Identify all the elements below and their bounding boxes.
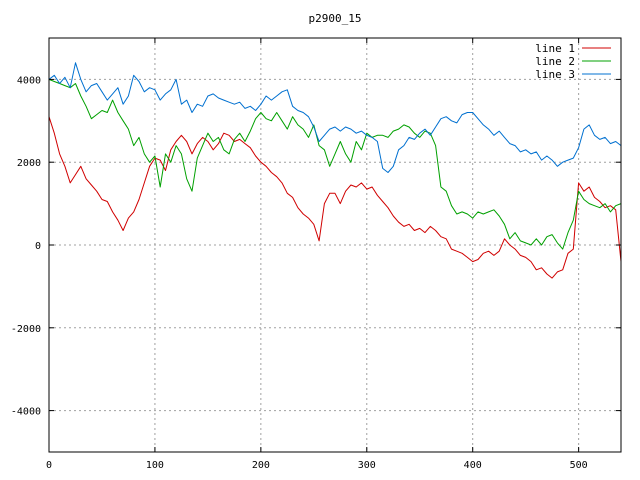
- x-tick-label: 0: [46, 460, 52, 471]
- x-tick-label: 500: [570, 460, 588, 471]
- grid: [49, 38, 621, 452]
- y-tick-label: -2000: [11, 324, 41, 335]
- series-line-3: [48, 62, 622, 173]
- series-line-2: [48, 78, 622, 250]
- x-tick-label: 200: [252, 460, 270, 471]
- x-tick-label: 400: [464, 460, 482, 471]
- x-tick-label: 300: [358, 460, 376, 471]
- series-line-1: [48, 116, 622, 279]
- y-tick-label: 0: [35, 241, 41, 252]
- chart-title: p2900_15: [309, 12, 362, 25]
- y-tick-label: 2000: [17, 158, 41, 169]
- y-tick-label: 4000: [17, 75, 41, 86]
- legend-label-1: line 1: [535, 42, 575, 55]
- legend-label-3: line 3: [535, 68, 575, 81]
- axes: 0 100 200 300 400 500 -4000 -2000 0 2000 4000: [11, 38, 621, 471]
- series-lines: [48, 62, 622, 279]
- legend-label-2: line 2: [535, 55, 575, 68]
- y-tick-label: -4000: [11, 407, 41, 418]
- x-tick-label: 100: [146, 460, 164, 471]
